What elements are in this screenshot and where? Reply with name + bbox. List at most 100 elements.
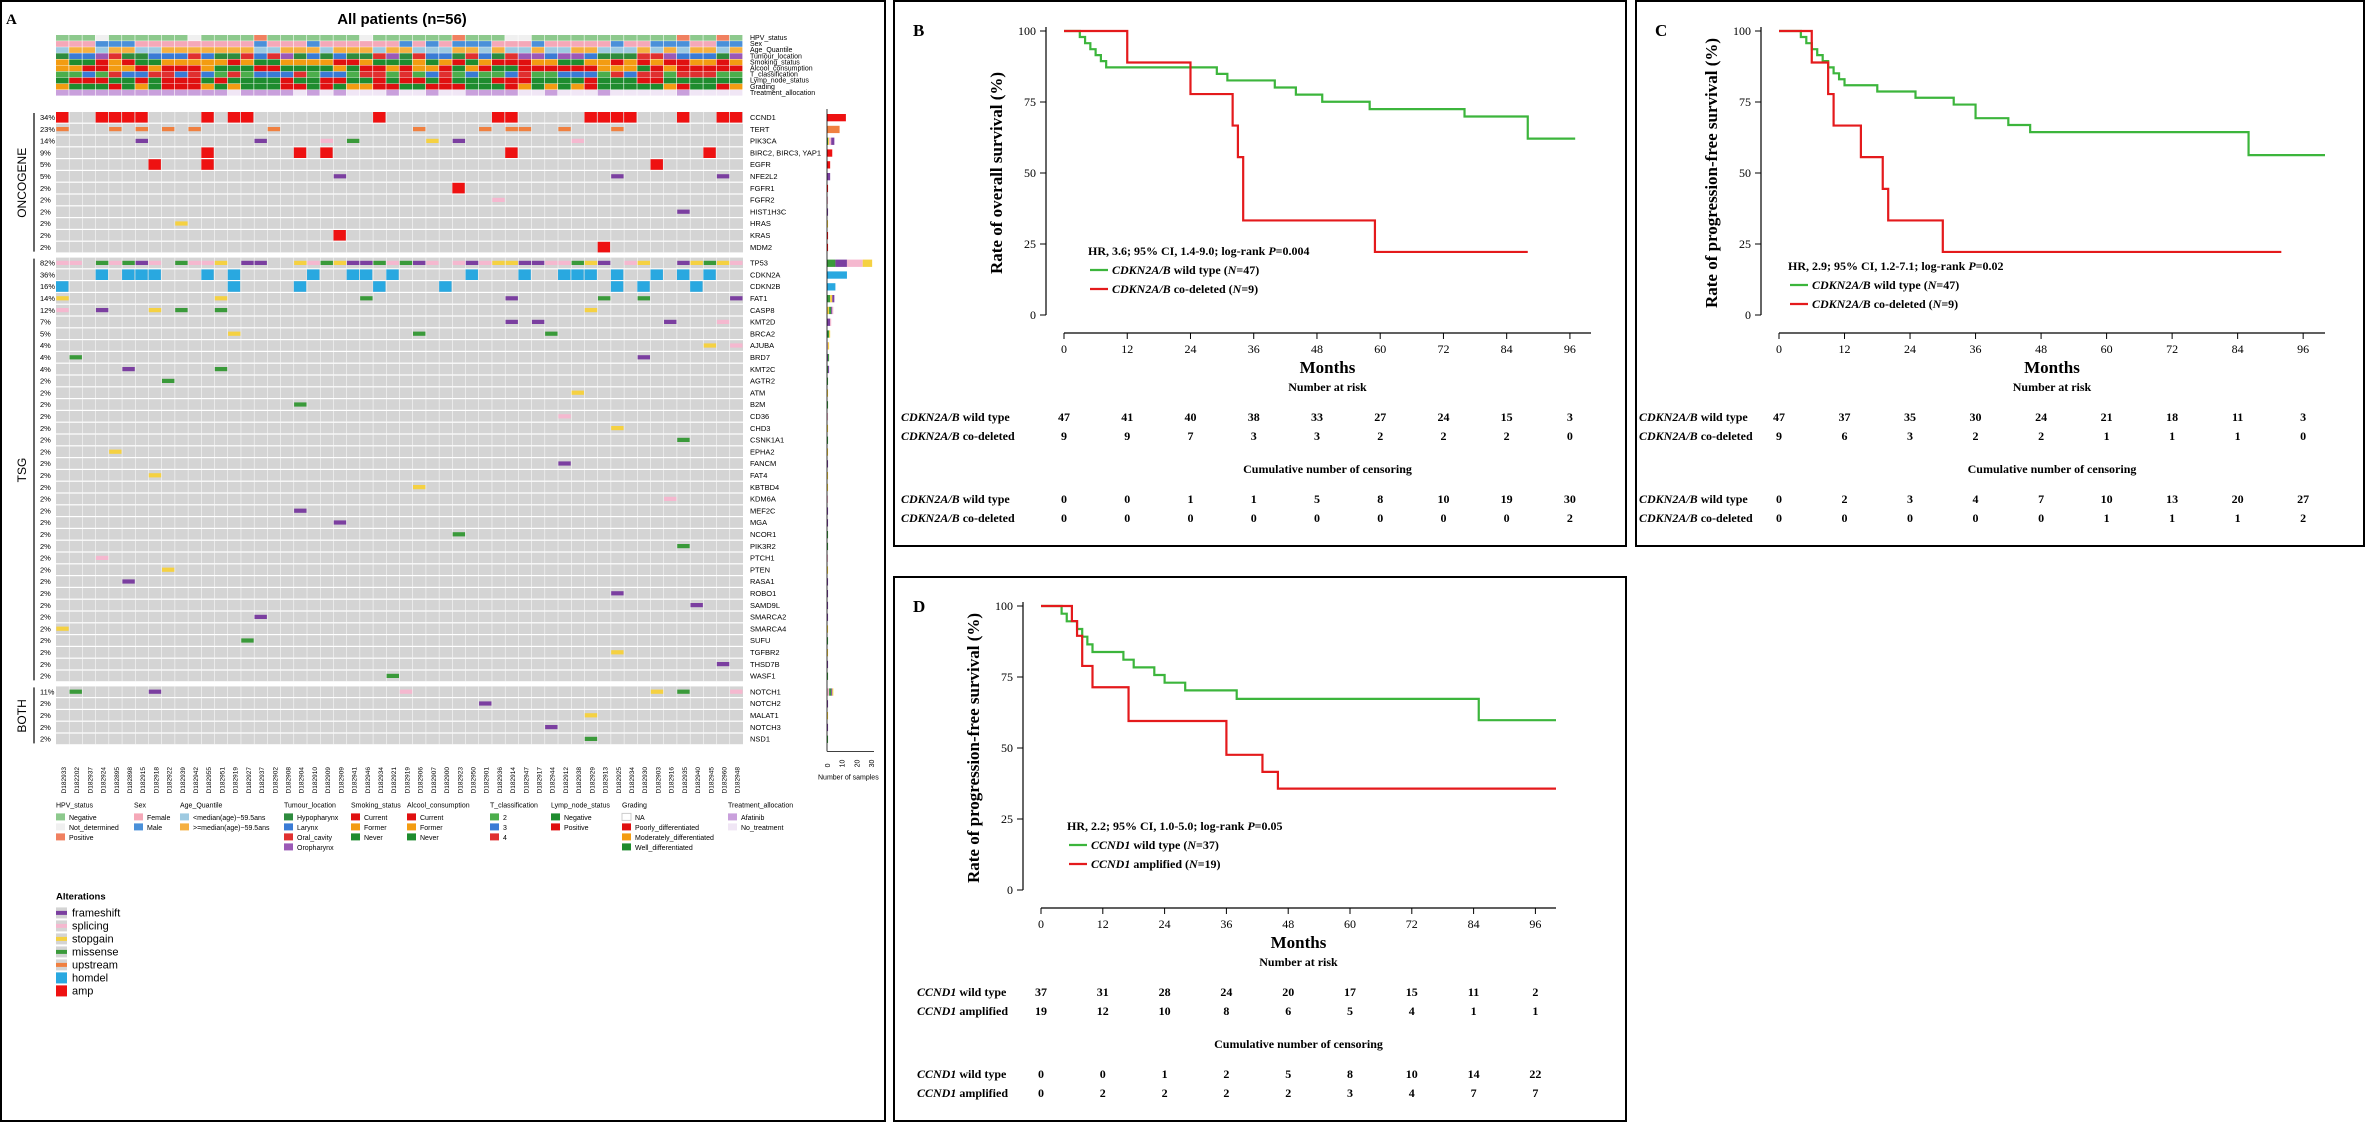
y-tick-label: 75 xyxy=(1024,95,1036,109)
legend-group: Treatment_allocation Afatinib No_treatment xyxy=(728,802,793,832)
sample-count-bar xyxy=(827,495,829,503)
track-cell xyxy=(95,83,109,90)
track-cell xyxy=(465,65,479,72)
alteration-splicing xyxy=(558,414,571,419)
alteration-homdel xyxy=(610,269,624,280)
alteration-missense xyxy=(294,402,307,407)
track-cell xyxy=(333,71,347,78)
alteration-splicing xyxy=(664,496,677,501)
sample-count-bar xyxy=(827,649,829,657)
table-cell: 7 xyxy=(1532,1086,1538,1100)
gene-label: MDM2 xyxy=(750,243,772,252)
track-cell xyxy=(161,65,175,72)
sample-count-bar xyxy=(827,413,829,421)
gene-percent: 9% xyxy=(40,148,51,157)
track-cell xyxy=(214,47,228,53)
table-cell: 2 xyxy=(2300,511,2306,525)
table-cell: 2 xyxy=(1842,492,1848,506)
table-cell: 0 xyxy=(1038,1067,1044,1081)
alteration-missense xyxy=(122,260,135,265)
sample-label: D182934 xyxy=(378,767,385,794)
track-cell xyxy=(690,89,703,96)
alteration-missense xyxy=(637,296,651,301)
track-cell xyxy=(505,35,518,41)
alteration-missense xyxy=(545,331,558,336)
track-cell xyxy=(201,83,214,90)
y-tick-label: 50 xyxy=(1001,741,1013,755)
alteration-upstream xyxy=(518,127,532,132)
sample-label: D182947 xyxy=(523,767,530,794)
track-cell xyxy=(135,77,148,84)
track-cell xyxy=(82,65,96,72)
sample-label: D182900 xyxy=(444,767,451,794)
legend-group: T_classification 2 3 4 xyxy=(490,802,538,842)
sample-label: D182939 xyxy=(180,767,187,794)
gene-label: CASP8 xyxy=(750,306,775,315)
track-cell xyxy=(201,35,214,41)
gene-percent: 2% xyxy=(40,243,51,252)
gene-percent: 11% xyxy=(40,687,55,696)
track-cell xyxy=(663,83,677,90)
track-cell xyxy=(280,65,294,72)
track-cell xyxy=(412,71,426,78)
track-label: Age_Quantile xyxy=(750,47,793,54)
track-cell xyxy=(373,83,386,90)
track-cell xyxy=(148,59,162,66)
track-cell xyxy=(597,89,611,96)
alteration-amp xyxy=(624,112,637,123)
alteration-amp xyxy=(95,112,109,123)
track-cell xyxy=(663,41,677,47)
annotation-track xyxy=(56,77,743,84)
track-cell xyxy=(214,35,228,41)
track-cell xyxy=(95,53,109,59)
sample-label: D182918 xyxy=(153,767,160,794)
gene-percent: 82% xyxy=(40,259,55,268)
alteration-splicing xyxy=(56,260,69,265)
gene-percent: 2% xyxy=(40,542,51,551)
track-cell xyxy=(716,59,730,66)
sample-label: D182936 xyxy=(497,767,504,794)
track-cell xyxy=(531,77,545,84)
track-cell xyxy=(729,77,743,84)
gene-label: CSNK1A1 xyxy=(750,436,784,445)
gene-percent: 2% xyxy=(40,672,51,681)
panel-letter: D xyxy=(913,597,925,616)
track-cell xyxy=(386,71,399,78)
alteration-frameshift xyxy=(333,174,347,179)
sample-count-bar xyxy=(827,601,829,610)
track-cell xyxy=(188,35,201,41)
table-cell: 2 xyxy=(1223,1086,1229,1100)
track-cell xyxy=(637,41,650,47)
alteration-missense xyxy=(175,260,188,265)
track-cell xyxy=(95,35,109,41)
track-cell xyxy=(571,71,584,78)
alteration-frameshift xyxy=(254,260,267,265)
track-cell xyxy=(452,89,465,96)
track-cell xyxy=(439,65,452,72)
track-cell xyxy=(439,77,452,84)
table-cell: 1 xyxy=(1532,1004,1538,1018)
sample-count-bar xyxy=(827,507,829,515)
table-cell: 1 xyxy=(2235,429,2241,443)
track-cell xyxy=(174,71,188,78)
track-cell xyxy=(240,59,254,66)
sample-label: D182898 xyxy=(127,767,134,794)
legend-item-label: Male xyxy=(147,825,162,832)
track-cell xyxy=(729,89,743,96)
track-cell xyxy=(95,65,109,72)
alteration-missense xyxy=(677,689,690,694)
legend-item-label: <median(age)~59.5ans xyxy=(193,815,266,822)
track-cell xyxy=(359,53,373,59)
track-cell xyxy=(637,83,650,90)
gene-row xyxy=(56,218,743,229)
track-cell xyxy=(188,47,201,53)
alteration-stopgain xyxy=(584,260,598,265)
sample-count-bar xyxy=(832,688,834,696)
legend-item-label: No_treatment xyxy=(741,825,783,832)
track-cell xyxy=(478,89,492,96)
track-cell xyxy=(452,53,465,59)
x-tick-label: 48 xyxy=(2035,342,2047,356)
alteration-missense xyxy=(452,532,466,537)
track-cell xyxy=(584,89,598,96)
